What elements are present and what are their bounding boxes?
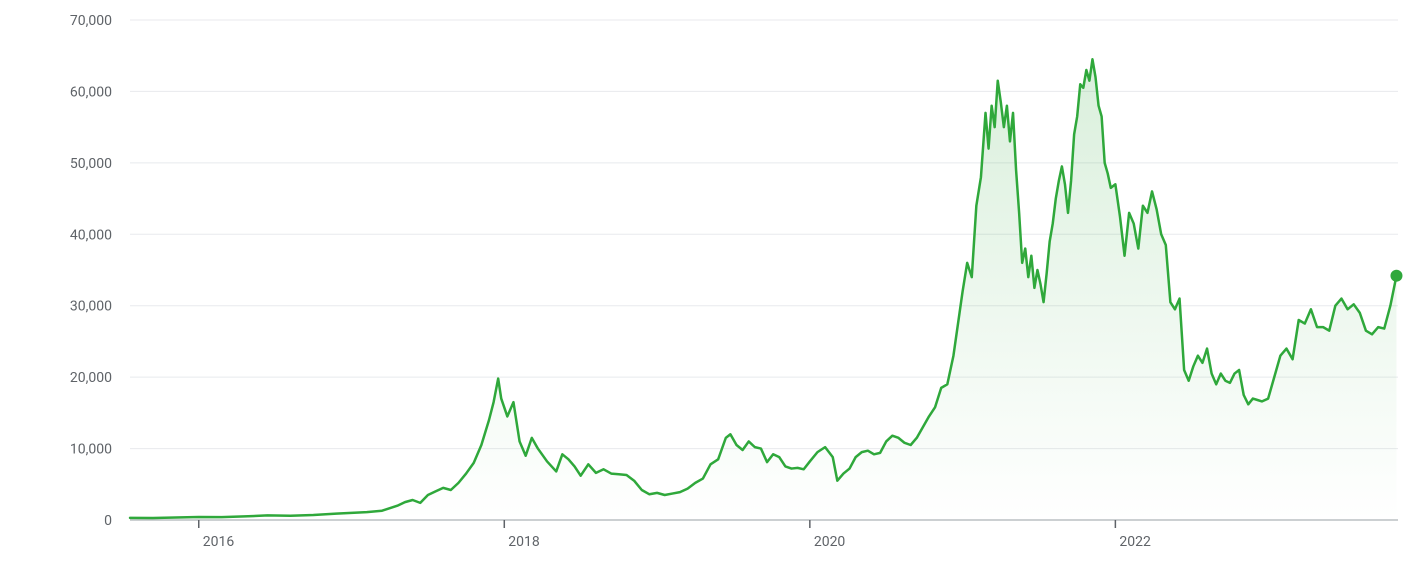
y-axis-label: 0 (104, 513, 112, 529)
y-axis-label: 50,000 (70, 156, 112, 172)
y-axis-label: 30,000 (70, 299, 112, 315)
price-chart: 0 10,000 20,000 30,000 40,000 50,000 60,000 70,… (0, 0, 1428, 562)
y-axis-label: 70,000 (70, 13, 112, 29)
x-axis-label: 2016 (203, 534, 235, 550)
x-axis-label: 2018 (508, 534, 540, 550)
end-marker (1390, 270, 1402, 282)
x-axis-label: 2022 (1119, 534, 1151, 550)
chart-svg[interactable]: 0 10,000 20,000 30,000 40,000 50,000 60,000 70,… (0, 0, 1428, 562)
y-axis-label: 40,000 (70, 227, 112, 243)
x-axis-label: 2020 (814, 534, 846, 550)
y-axis-label: 20,000 (70, 370, 112, 386)
y-axis-label: 60,000 (70, 84, 112, 100)
y-axis-label: 10,000 (70, 442, 112, 458)
